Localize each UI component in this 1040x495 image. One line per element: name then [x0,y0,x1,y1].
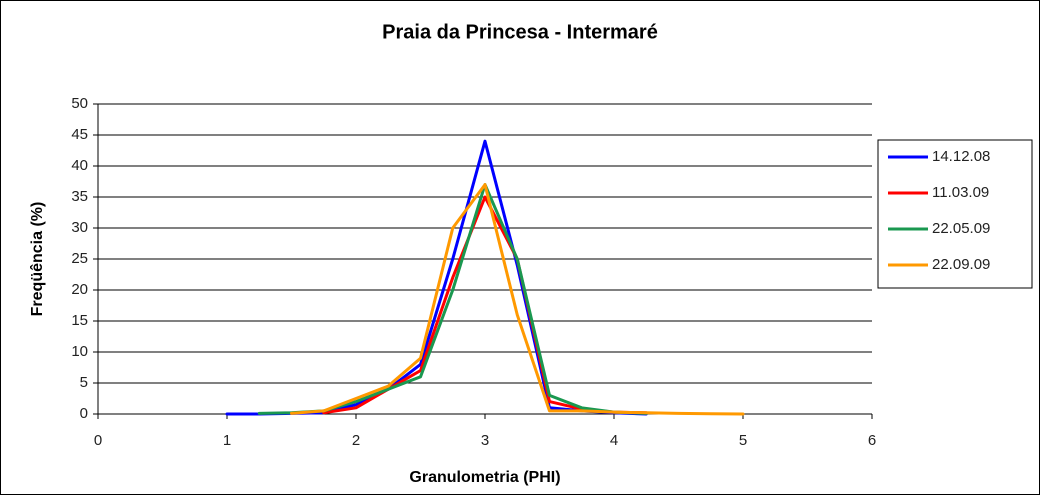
x-tick-label: 6 [868,432,876,449]
x-axis-title: Granulometria (PHI) [409,469,560,486]
chart-title: Praia da Princesa - Intermaré [382,21,658,43]
y-axis-title: Freqüência (%) [29,202,46,317]
y-tick-label: 0 [80,405,88,422]
y-tick-label: 45 [71,126,88,143]
y-tick-label: 35 [71,188,88,205]
legend-label: 11.03.09 [932,184,989,201]
y-tick-label: 50 [71,95,88,112]
x-tick-label: 4 [610,432,618,449]
y-tick-label: 10 [71,343,88,360]
x-tick-label: 1 [223,432,231,449]
y-tick-label: 15 [71,312,88,329]
y-tick-label: 40 [71,157,88,174]
legend-label: 14.12.08 [932,148,990,165]
legend-label: 22.05.09 [932,220,990,237]
x-tick-label: 0 [94,432,102,449]
y-tick-label: 20 [71,281,88,298]
y-tick-label: 30 [71,219,88,236]
legend-box [877,139,1033,289]
x-tick-label: 3 [481,432,489,449]
y-tick-label: 5 [80,374,88,391]
x-tick-label: 5 [739,432,747,449]
x-tick-label: 2 [352,432,360,449]
y-tick-label: 25 [71,250,88,267]
series-line [290,183,745,416]
legend-label: 22.09.09 [932,256,990,273]
